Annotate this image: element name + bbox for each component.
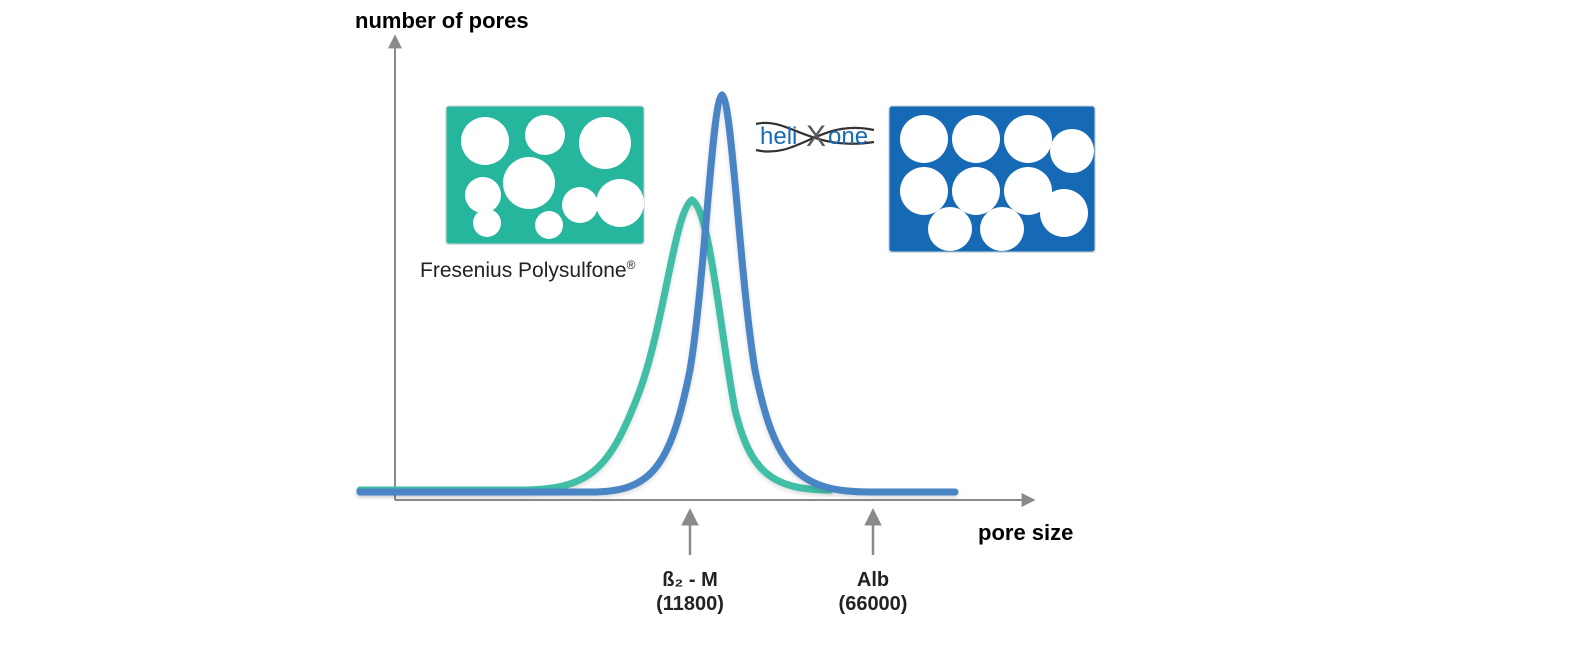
b2m-line2: (11800) (656, 593, 724, 615)
helixone-pore-svg (888, 105, 1096, 253)
polysulfone-label: Fresenius Polysulfone® (420, 258, 635, 283)
helixone-logo-heli: heli (760, 123, 797, 150)
helixone-pore-card (888, 105, 1096, 253)
alb-line1: Alb (857, 569, 889, 591)
helixone-logo-one: one (828, 123, 868, 150)
y-axis-label: number of pores (355, 8, 529, 34)
x-tick-alb: Alb (66000) (823, 568, 923, 616)
x-tick-b2m: ß₂ - M (11800) (640, 568, 740, 616)
polysulfone-label-text: Fresenius Polysulfone (420, 259, 627, 282)
x-axis-label: pore size (978, 520, 1073, 546)
polysulfone-pore-svg (445, 105, 645, 245)
chart-stage: number of pores pore size Fresenius Poly… (0, 0, 1584, 665)
helixone-logo-x: X (806, 120, 826, 153)
b2m-line1: ß₂ - M (662, 569, 718, 591)
alb-line2: (66000) (839, 593, 908, 615)
registered-mark: ® (627, 258, 636, 272)
distribution-chart (0, 0, 1584, 665)
helixone-logo: heli X one (750, 112, 880, 162)
polysulfone-pore-card (445, 105, 645, 245)
